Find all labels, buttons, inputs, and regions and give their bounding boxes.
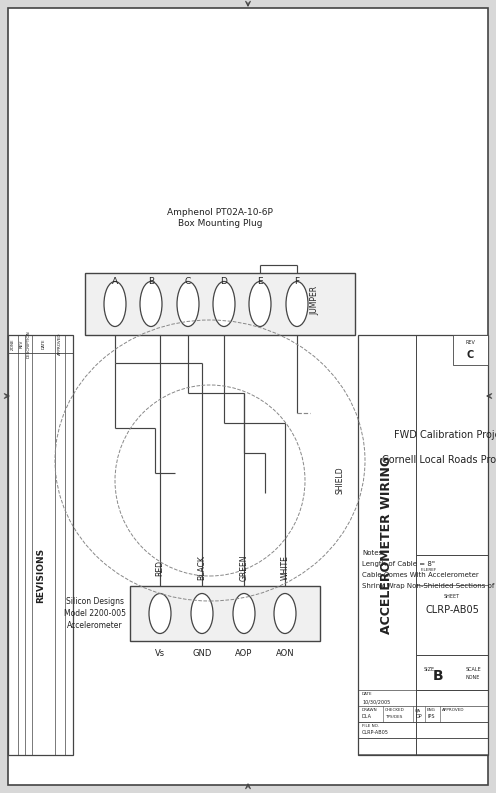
Text: NONE: NONE	[466, 675, 480, 680]
Text: D: D	[221, 278, 228, 286]
Text: ENG: ENG	[427, 708, 436, 712]
Bar	[85, 273, 355, 335]
Text: FILEREF: FILEREF	[421, 568, 437, 572]
Text: AON: AON	[276, 649, 294, 657]
Text: B: B	[433, 668, 443, 683]
Bar	[130, 586, 320, 641]
Text: DATE: DATE	[362, 692, 372, 696]
Text: Vs: Vs	[155, 649, 165, 657]
Text: 10/30/2005: 10/30/2005	[362, 699, 390, 704]
Text: BLACK: BLACK	[197, 556, 206, 580]
Text: ACCELEROMETER WIRING: ACCELEROMETER WIRING	[380, 456, 393, 634]
Text: SCALE: SCALE	[466, 667, 482, 672]
Text: C: C	[467, 350, 474, 360]
Bar	[453, 335, 488, 365]
Text: Shrink Wrap Non-Shielded Sections of Wire: Shrink Wrap Non-Shielded Sections of Wir…	[362, 583, 496, 589]
Text: F: F	[295, 278, 300, 286]
Text: RED: RED	[156, 560, 165, 576]
Text: SHIELD: SHIELD	[335, 467, 345, 494]
Text: REVISIONS: REVISIONS	[36, 547, 45, 603]
Ellipse shape	[213, 282, 235, 327]
Text: GND: GND	[192, 649, 212, 657]
Ellipse shape	[249, 282, 271, 327]
Text: REV: REV	[466, 340, 476, 346]
Text: CLRP-AB05: CLRP-AB05	[425, 605, 479, 615]
Text: Amphenol PT02A-10-6P
Box Mounting Plug: Amphenol PT02A-10-6P Box Mounting Plug	[167, 208, 273, 228]
Ellipse shape	[149, 593, 171, 634]
Text: Silicon Designs
Model 2200-005
Accelerometer: Silicon Designs Model 2200-005 Accelerom…	[64, 597, 126, 630]
Text: IPS: IPS	[427, 714, 434, 719]
Bar	[358, 335, 488, 755]
Ellipse shape	[104, 282, 126, 327]
Ellipse shape	[191, 593, 213, 634]
Text: APPROVED: APPROVED	[442, 708, 464, 712]
Text: Cable Comes With Accelerometer: Cable Comes With Accelerometer	[362, 572, 479, 578]
Text: APPROVED: APPROVED	[58, 333, 62, 355]
Text: E: E	[257, 278, 263, 286]
Text: B: B	[148, 278, 154, 286]
Ellipse shape	[286, 282, 308, 327]
Text: QA: QA	[415, 708, 421, 712]
Text: WHITE: WHITE	[281, 556, 290, 580]
Text: Length of Cable = 8": Length of Cable = 8"	[362, 561, 435, 567]
Text: DATE: DATE	[42, 339, 46, 349]
Text: TPS/DES: TPS/DES	[385, 715, 402, 719]
Text: DESCRIPTION: DESCRIPTION	[26, 330, 30, 358]
Text: C: C	[185, 278, 191, 286]
Ellipse shape	[140, 282, 162, 327]
Text: DP: DP	[415, 714, 422, 719]
Text: CHECKED: CHECKED	[385, 708, 405, 712]
Text: Cornell Local Roads Program: Cornell Local Roads Program	[382, 455, 496, 465]
Text: CLRP-AB05: CLRP-AB05	[362, 730, 389, 735]
Ellipse shape	[233, 593, 255, 634]
Text: ZONE: ZONE	[11, 338, 15, 350]
Text: REV: REV	[19, 340, 23, 348]
Text: SIZE: SIZE	[424, 667, 435, 672]
Text: DRAWN: DRAWN	[362, 708, 377, 712]
Text: AOP: AOP	[235, 649, 252, 657]
Text: FWD Calibration Project: FWD Calibration Project	[394, 430, 496, 440]
Text: SHEET: SHEET	[444, 595, 460, 600]
Text: GREEN: GREEN	[240, 555, 248, 581]
Text: JUMPER: JUMPER	[310, 285, 319, 315]
Text: A: A	[112, 278, 118, 286]
Ellipse shape	[177, 282, 199, 327]
Text: FILE NO.: FILE NO.	[362, 724, 379, 728]
Bar	[8, 335, 73, 755]
Text: Notes:: Notes:	[362, 550, 384, 556]
Text: DLA: DLA	[362, 714, 372, 719]
Ellipse shape	[274, 593, 296, 634]
